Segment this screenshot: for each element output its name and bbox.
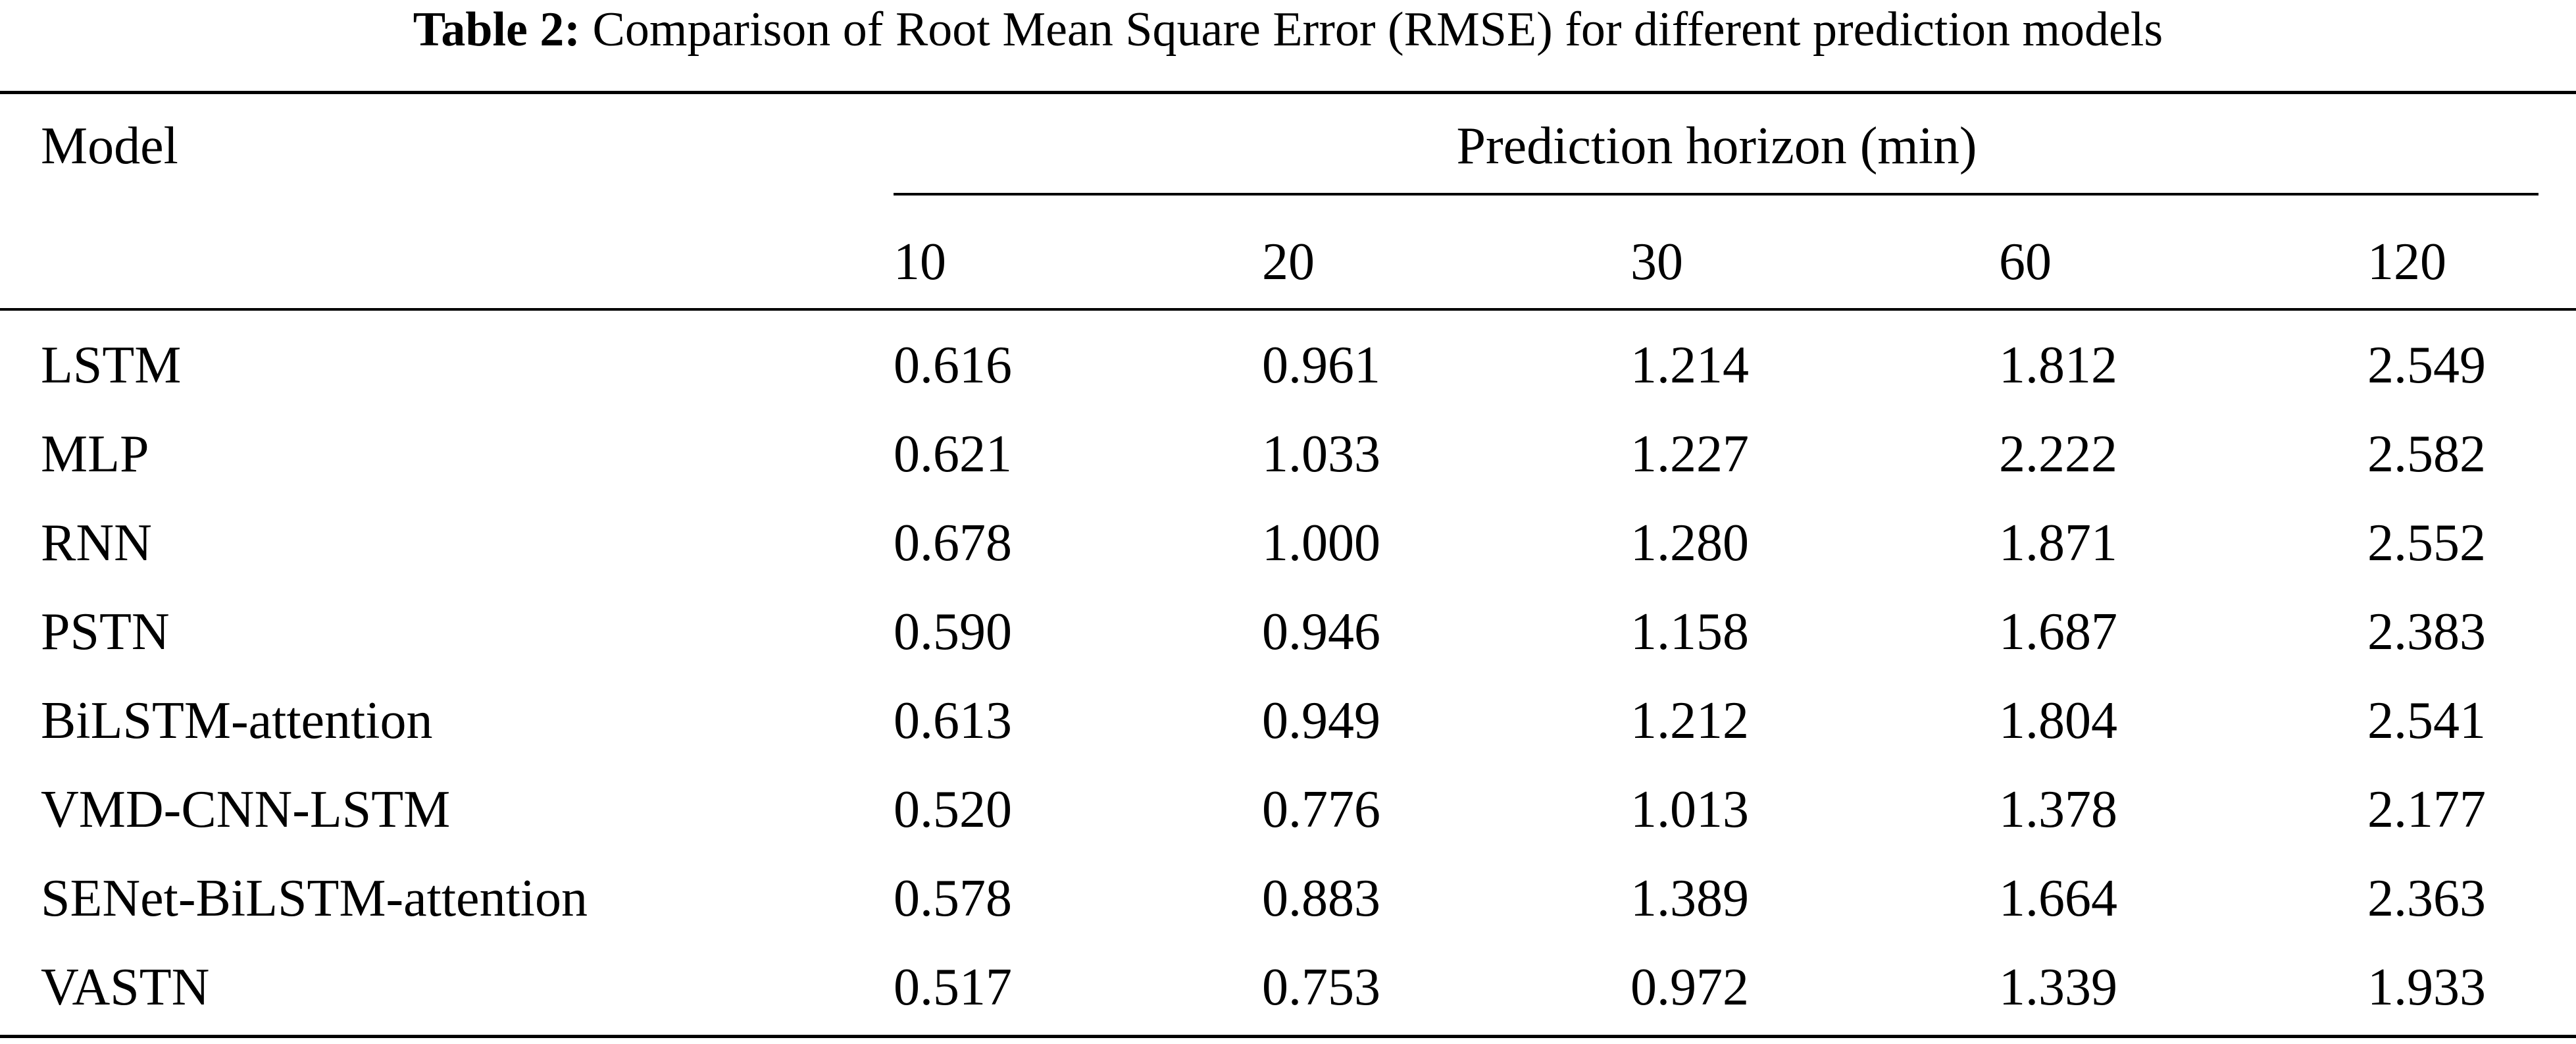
column-header-20: 20 <box>1262 233 1315 291</box>
bottom-rule <box>0 1035 2576 1038</box>
table-caption: Table 2: Comparison of Root Mean Square … <box>0 0 2576 72</box>
table-row-model: MLP <box>41 425 149 483</box>
table-cell: 1.687 <box>1999 603 2117 661</box>
table-cell: 1.812 <box>1999 336 2117 394</box>
table-cell: 2.582 <box>2367 425 2486 483</box>
table-cell: 2.541 <box>2367 692 2486 750</box>
table-cell: 1.871 <box>1999 514 2117 572</box>
table-row-model: VMD-CNN-LSTM <box>41 781 451 839</box>
table-row-model: VASTN <box>41 958 210 1016</box>
group-header-rule <box>894 193 2538 196</box>
model-column-header: Model <box>41 117 178 175</box>
table-cell: 1.158 <box>1630 603 1749 661</box>
table-cell: 1.339 <box>1999 958 2117 1016</box>
table-cell: 0.946 <box>1262 603 1380 661</box>
header-rule <box>0 308 2576 311</box>
table-cell: 1.013 <box>1630 781 1749 839</box>
table-row-model: RNN <box>41 514 152 572</box>
table-cell: 0.517 <box>894 958 1012 1016</box>
table-cell: 2.363 <box>2367 870 2486 927</box>
table-cell: 2.177 <box>2367 781 2486 839</box>
table-cell: 2.222 <box>1999 425 2117 483</box>
table-cell: 0.949 <box>1262 692 1380 750</box>
table-cell: 0.776 <box>1262 781 1380 839</box>
table-cell: 1.227 <box>1630 425 1749 483</box>
table-cell: 2.552 <box>2367 514 2486 572</box>
table-cell: 0.520 <box>894 781 1012 839</box>
table-cell: 1.378 <box>1999 781 2117 839</box>
table-cell: 1.212 <box>1630 692 1749 750</box>
table-cell: 1.389 <box>1630 870 1749 927</box>
table-row-model: PSTN <box>41 603 170 661</box>
table-cell: 0.613 <box>894 692 1012 750</box>
table-cell: 2.383 <box>2367 603 2486 661</box>
table-caption-text: Comparison of Root Mean Square Error (RM… <box>592 3 2163 57</box>
table-cell: 0.883 <box>1262 870 1380 927</box>
table-cell: 0.616 <box>894 336 1012 394</box>
top-rule <box>0 91 2576 94</box>
horizon-group-header: Prediction horizon (min) <box>1456 117 1977 175</box>
table-row-model: LSTM <box>41 336 182 394</box>
table-cell: 1.933 <box>2367 958 2486 1016</box>
table-cell: 0.578 <box>894 870 1012 927</box>
column-header-120: 120 <box>2367 233 2446 291</box>
table-cell: 1.214 <box>1630 336 1749 394</box>
table-cell: 1.804 <box>1999 692 2117 750</box>
table-cell: 2.549 <box>2367 336 2486 394</box>
table-cell: 1.033 <box>1262 425 1380 483</box>
column-header-30: 30 <box>1630 233 1683 291</box>
table-cell: 0.678 <box>894 514 1012 572</box>
table-cell: 0.590 <box>894 603 1012 661</box>
table-cell: 0.961 <box>1262 336 1380 394</box>
table-cell: 1.664 <box>1999 870 2117 927</box>
table-cell: 1.280 <box>1630 514 1749 572</box>
column-header-60: 60 <box>1999 233 2052 291</box>
table-cell: 0.972 <box>1630 958 1749 1016</box>
table-cell: 0.621 <box>894 425 1012 483</box>
table-caption-label: Table 2: <box>413 3 581 57</box>
column-header-10: 10 <box>894 233 946 291</box>
table-row-model: SENet-BiLSTM-attention <box>41 870 588 927</box>
table-cell: 1.000 <box>1262 514 1380 572</box>
table-row-model: BiLSTM-attention <box>41 692 433 750</box>
table-cell: 0.753 <box>1262 958 1380 1016</box>
